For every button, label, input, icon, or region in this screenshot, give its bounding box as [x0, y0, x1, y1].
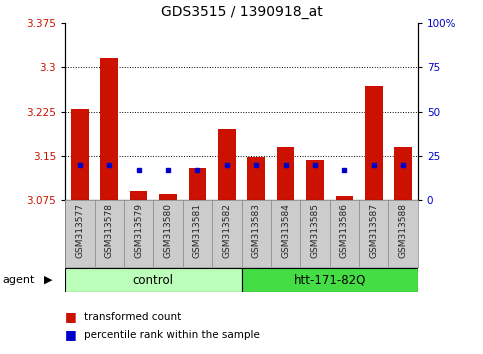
Text: GSM313581: GSM313581: [193, 203, 202, 258]
Text: GSM313586: GSM313586: [340, 203, 349, 258]
Text: percentile rank within the sample: percentile rank within the sample: [84, 330, 259, 339]
Text: agent: agent: [2, 275, 35, 285]
Bar: [247, 157, 265, 200]
Text: transformed count: transformed count: [84, 312, 181, 322]
Bar: [189, 167, 206, 200]
Text: ▶: ▶: [44, 275, 53, 285]
Text: ■: ■: [65, 328, 77, 341]
Text: ■: ■: [65, 310, 77, 323]
Text: GSM313579: GSM313579: [134, 203, 143, 258]
Text: GSM313582: GSM313582: [222, 203, 231, 258]
Text: GSM313583: GSM313583: [252, 203, 261, 258]
Bar: [242, 268, 418, 292]
Bar: [218, 129, 236, 200]
Bar: [71, 109, 89, 200]
Bar: [100, 58, 118, 200]
Bar: [277, 147, 295, 200]
Text: htt-171-82Q: htt-171-82Q: [294, 274, 366, 286]
Text: GSM313580: GSM313580: [164, 203, 172, 258]
Text: GDS3515 / 1390918_at: GDS3515 / 1390918_at: [161, 5, 322, 19]
Text: GSM313577: GSM313577: [75, 203, 85, 258]
Text: GSM313587: GSM313587: [369, 203, 378, 258]
Bar: [306, 160, 324, 200]
Bar: [365, 86, 383, 200]
Bar: [336, 196, 353, 200]
Text: GSM313578: GSM313578: [105, 203, 114, 258]
Bar: [130, 191, 147, 200]
Text: control: control: [133, 274, 174, 286]
Bar: [159, 194, 177, 200]
Bar: [394, 147, 412, 200]
Text: GSM313585: GSM313585: [311, 203, 319, 258]
Text: GSM313584: GSM313584: [281, 203, 290, 258]
Text: GSM313588: GSM313588: [398, 203, 408, 258]
Bar: [65, 268, 242, 292]
